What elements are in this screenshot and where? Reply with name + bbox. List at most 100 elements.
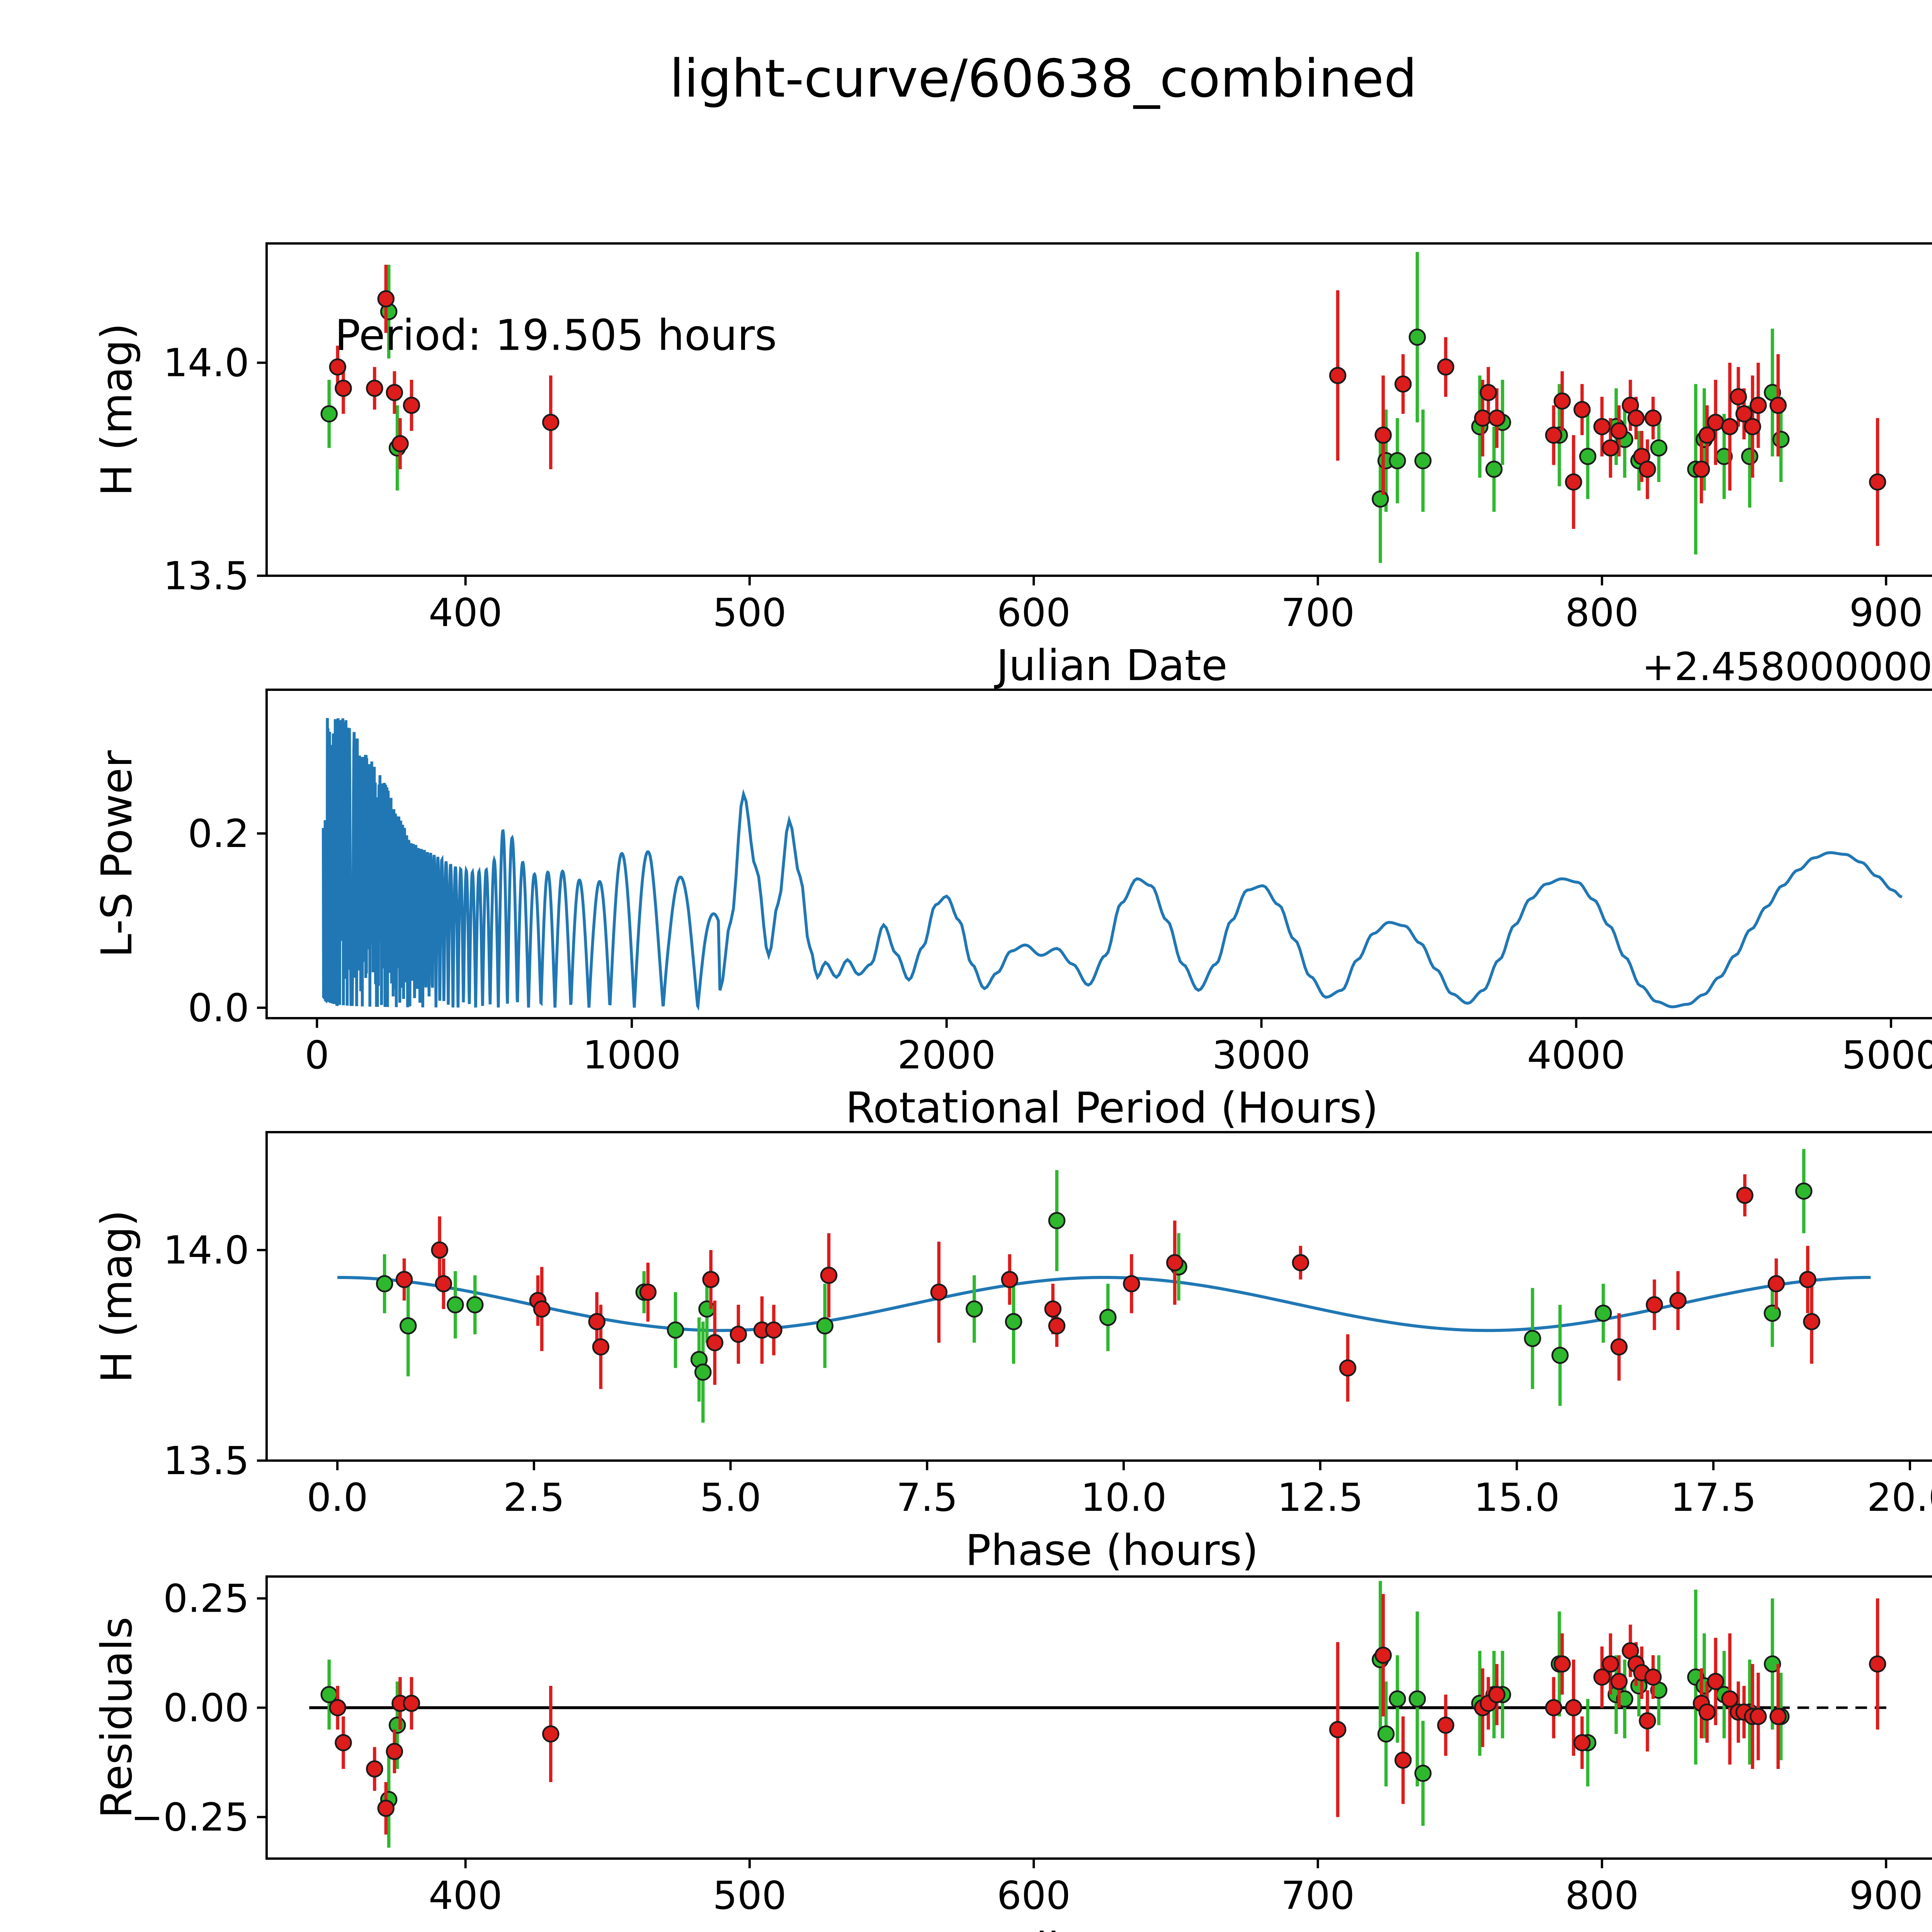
data-point	[320, 405, 338, 423]
data-point	[1644, 409, 1662, 427]
data-point	[1593, 1668, 1611, 1686]
data-point	[466, 1296, 484, 1314]
y-tick-label: 14.0	[163, 340, 249, 386]
x-tick-label: 800	[1565, 590, 1639, 635]
data-point	[1001, 1271, 1019, 1288]
x-tick-label: 900	[1849, 590, 1923, 635]
data-point	[1602, 439, 1619, 457]
x-tick-label: 15.0	[1474, 1475, 1560, 1520]
data-point	[447, 1296, 464, 1314]
data-point	[533, 1300, 551, 1318]
x-axis-label: Rotational Period (Hours)	[845, 1083, 1378, 1133]
data-point	[1707, 1673, 1725, 1690]
data-point	[403, 1694, 420, 1712]
data-point	[667, 1321, 684, 1339]
data-point	[1646, 1296, 1663, 1314]
x-axis-label: Julian Date	[994, 1923, 1227, 1932]
data-point	[1579, 448, 1597, 465]
data-point	[1565, 473, 1582, 491]
y-tick-label: 0.2	[188, 811, 249, 856]
data-point	[377, 290, 395, 308]
data-point	[1394, 1752, 1412, 1769]
data-point	[366, 1760, 383, 1778]
data-point	[706, 1334, 724, 1352]
x-axis-offset-label: +2.4580000000e6	[1642, 644, 1932, 689]
data-point	[1553, 392, 1571, 410]
y-axis-label: H (mag)	[92, 323, 141, 496]
x-tick-label: 0.0	[307, 1475, 368, 1520]
x-tick-label: 700	[1281, 590, 1355, 635]
y-axis-label: Residuals	[92, 1617, 141, 1818]
x-tick-label: 5.0	[700, 1475, 761, 1520]
x-tick-label: 400	[429, 1873, 502, 1918]
data-point	[1644, 1668, 1662, 1686]
axes-frame	[265, 689, 1932, 1019]
data-point	[1553, 1655, 1571, 1673]
data-point	[1698, 426, 1716, 444]
data-point	[1730, 388, 1747, 406]
axes-frame	[265, 1575, 1932, 1860]
data-point	[1545, 426, 1563, 444]
data-point	[1627, 409, 1645, 427]
data-point	[1769, 1708, 1787, 1725]
data-point	[542, 1725, 560, 1743]
periodogram-curve	[321, 718, 1903, 1011]
x-tick-label: 17.5	[1670, 1475, 1757, 1520]
data-point	[1414, 452, 1432, 469]
data-point	[1650, 439, 1668, 457]
data-point	[1767, 1275, 1785, 1293]
data-point	[1374, 426, 1392, 444]
x-tick-label: 400	[429, 590, 502, 635]
y-tick-label: 0.00	[163, 1685, 249, 1731]
x-tick-label: 600	[997, 1873, 1071, 1918]
y-tick-label: 0.25	[163, 1576, 249, 1621]
data-point	[1573, 401, 1591, 418]
data-point	[1593, 418, 1611, 435]
data-point	[1799, 1271, 1816, 1288]
data-point	[1374, 1646, 1392, 1664]
data-point	[1372, 490, 1389, 508]
x-tick-label: 800	[1565, 1873, 1639, 1918]
data-point	[1485, 461, 1503, 478]
panel-lightcurve-vs-julian-date: 400 500 600 700 800 900 13.5 14.0 Julian Date +2.…	[92, 242, 1932, 690]
y-tick-label: 14.0	[163, 1228, 249, 1273]
data-point	[403, 396, 420, 414]
data-point	[1339, 1359, 1357, 1377]
x-axis-label: Julian Date	[994, 641, 1227, 690]
data-point	[386, 1743, 403, 1760]
x-tick-label: 500	[713, 1873, 787, 1918]
y-axis-label: L-S Power	[92, 750, 141, 957]
data-point	[1408, 1690, 1426, 1708]
x-tick-label: 0	[305, 1032, 330, 1078]
data-point	[1721, 1690, 1739, 1708]
x-tick-label: 4000	[1527, 1032, 1626, 1078]
data-point	[1389, 1690, 1406, 1708]
x-tick-label: 500	[713, 590, 787, 635]
data-point	[1669, 1292, 1687, 1310]
series-green	[376, 1149, 1813, 1423]
data-point	[395, 1271, 413, 1288]
series-red	[395, 1174, 1820, 1402]
series-red	[329, 265, 1886, 546]
axes-frame	[265, 242, 1932, 577]
data-point	[730, 1325, 747, 1343]
data-point	[335, 1734, 352, 1752]
data-point	[1377, 1725, 1395, 1743]
data-point	[1329, 367, 1347, 384]
data-point	[1044, 1300, 1062, 1318]
data-point	[820, 1267, 838, 1284]
x-tick-label: 3000	[1212, 1032, 1311, 1078]
y-tick-label: 0.0	[188, 985, 249, 1031]
data-point	[431, 1241, 448, 1259]
data-point	[1741, 448, 1759, 465]
data-point	[1764, 1304, 1781, 1322]
data-point	[391, 435, 409, 452]
x-tick-label: 1000	[583, 1032, 681, 1078]
panel-residuals-vs-julian-date: 400 500 600 700 800 900 −0.25 0.00 0.25 Julian Da…	[92, 1575, 1932, 1932]
data-point	[1524, 1330, 1541, 1347]
data-point	[1565, 1699, 1582, 1716]
x-axis-offset-label: +2.4580000000e6	[1642, 1927, 1932, 1932]
data-point	[1736, 1187, 1753, 1204]
x-tick-label: 600	[997, 590, 1071, 635]
